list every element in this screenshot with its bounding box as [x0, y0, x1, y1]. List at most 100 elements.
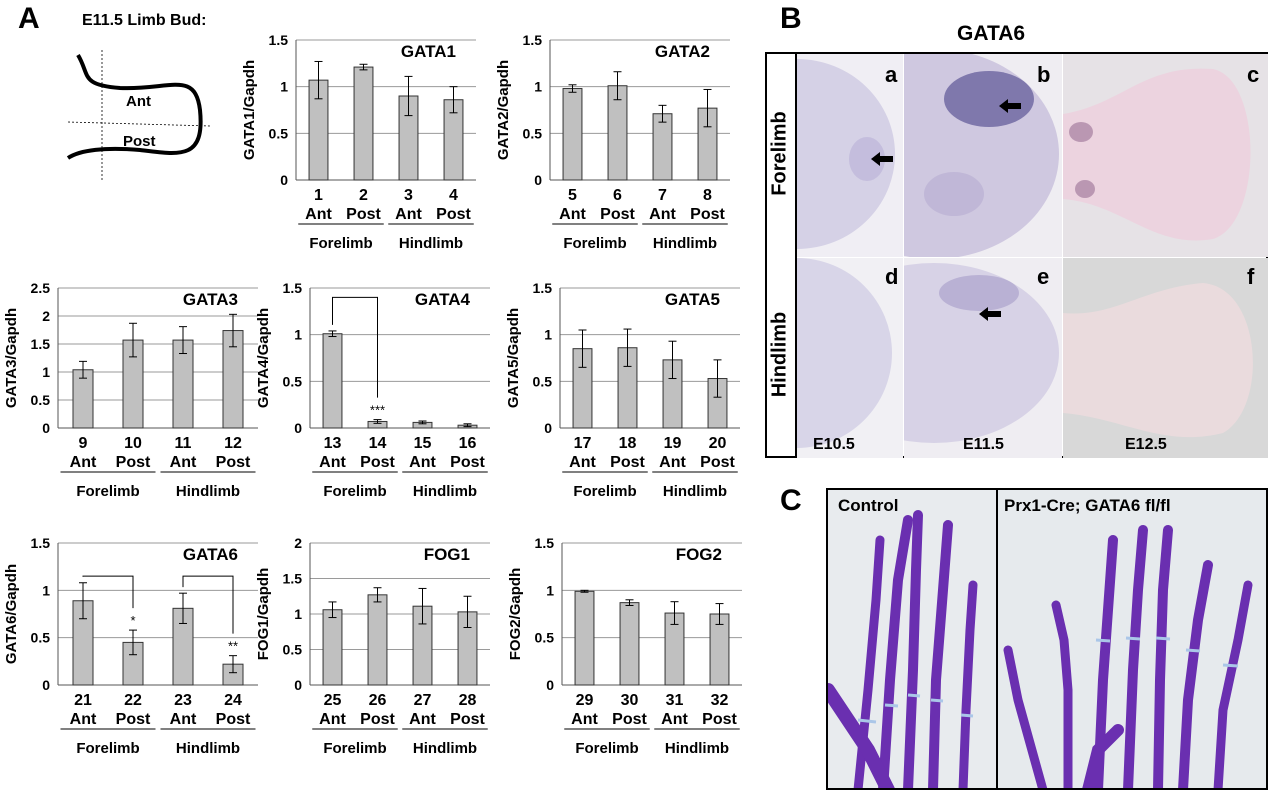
- row-label-column: [767, 54, 797, 456]
- chart-title: GATA2: [655, 42, 710, 61]
- chart-title: GATA1: [401, 42, 456, 61]
- image-letter-a: a: [885, 62, 898, 87]
- y-tick-label: 0.5: [31, 630, 51, 646]
- group-label: Ant: [170, 454, 197, 471]
- panel-b-letter: B: [780, 2, 802, 35]
- stage-label-e11-5: E11.5: [963, 436, 1004, 453]
- x-tick-label: 12: [224, 435, 242, 452]
- bar: [353, 66, 374, 181]
- chart-title: GATA6: [183, 545, 238, 564]
- group-label: Post: [216, 454, 251, 471]
- panel-c-letter: C: [780, 484, 802, 517]
- x-tick-label: 28: [459, 692, 477, 709]
- limb-label: Hindlimb: [399, 235, 463, 252]
- group-label: Post: [450, 454, 485, 471]
- arrow-a-icon: [871, 152, 893, 166]
- group-label: Ant: [70, 454, 97, 471]
- x-tick-label: 21: [74, 692, 92, 709]
- group-label: Ant: [649, 206, 676, 223]
- y-axis-label: FOG2/Gapdh: [507, 568, 524, 661]
- row-label-forelimb: Forelimb: [768, 111, 791, 196]
- group-label: Ant: [319, 454, 346, 471]
- y-tick-label: 1: [280, 79, 288, 95]
- y-tick-label: 0.5: [283, 373, 303, 389]
- y-tick-label: 1: [42, 364, 50, 380]
- bar: [367, 594, 388, 686]
- y-tick-label: 2.5: [31, 280, 51, 296]
- group-label: Ant: [409, 454, 436, 471]
- schematic-post-label: Post: [123, 133, 156, 150]
- y-tick-label: 0.5: [31, 392, 51, 408]
- chart-title: GATA3: [183, 290, 238, 309]
- significance-bracket: [182, 575, 234, 634]
- limb-label: Hindlimb: [665, 740, 729, 757]
- chart-title: FOG1: [424, 545, 470, 564]
- x-tick-label: 5: [568, 187, 577, 204]
- bar: [619, 602, 640, 686]
- bar: [322, 333, 343, 429]
- group-label: Ant: [569, 454, 596, 471]
- x-tick-label: 4: [449, 187, 458, 204]
- x-tick-label: 13: [324, 435, 342, 452]
- panel-b-title: GATA6: [957, 22, 1026, 45]
- stage-label-e12-5: E12.5: [1125, 436, 1167, 453]
- x-tick-label: 10: [124, 435, 142, 452]
- limb-label: Hindlimb: [413, 483, 477, 500]
- y-tick-label: 1.5: [283, 280, 303, 296]
- chart-title: GATA5: [665, 290, 720, 309]
- y-axis-label: GATA5/Gapdh: [505, 308, 522, 408]
- y-tick-label: 1: [546, 582, 554, 598]
- group-label: Post: [360, 711, 395, 728]
- y-axis-label: GATA1/Gapdh: [241, 60, 258, 160]
- x-tick-label: 18: [619, 435, 637, 452]
- limb-label: Forelimb: [323, 483, 386, 500]
- limb-bud-schematic: [66, 50, 211, 182]
- y-tick-label: 1.5: [283, 571, 303, 587]
- group-label: Ant: [70, 711, 97, 728]
- chart-gata2: 0 0.5 1 1.5 GATA2/Gapdh GATA2 5 Ant 6 Post 7 Ant 8 Po…: [495, 32, 730, 252]
- y-tick-label: 1.5: [269, 32, 289, 48]
- x-tick-label: 27: [414, 692, 432, 709]
- in-situ-panel: Forelimb Hindlimb a b c d e f E10.5 E11.…: [765, 52, 1268, 458]
- image-c: [1063, 54, 1268, 257]
- significance-label: **: [228, 639, 238, 654]
- x-tick-label: 7: [658, 187, 667, 204]
- limb-label: Hindlimb: [413, 740, 477, 757]
- y-tick-label: 0: [42, 420, 50, 436]
- group-label: Post: [610, 454, 645, 471]
- x-tick-label: 26: [369, 692, 387, 709]
- chart-fog2: 0 0.5 1 1.5 FOG2/Gapdh FOG2 29 Ant 30 Post 31 Ant 32…: [507, 535, 742, 757]
- group-label: Ant: [170, 711, 197, 728]
- group-label: Post: [360, 454, 395, 471]
- mutant-label: Prx1-Cre; GATA6 fl/fl: [1004, 496, 1171, 515]
- arrow-b-icon: [999, 99, 1021, 113]
- group-label: Post: [436, 206, 471, 223]
- x-tick-label: 17: [574, 435, 592, 452]
- x-tick-label: 1: [314, 187, 323, 204]
- y-tick-label: 0: [546, 677, 554, 693]
- x-tick-label: 16: [459, 435, 477, 452]
- y-axis-label: GATA3/Gapdh: [3, 308, 20, 408]
- group-label: Post: [116, 454, 151, 471]
- y-tick-label: 0.5: [533, 373, 553, 389]
- x-tick-label: 20: [709, 435, 727, 452]
- schematic-ant-label: Ant: [126, 93, 151, 110]
- chart-title: FOG2: [676, 545, 722, 564]
- bar: [562, 88, 583, 181]
- y-tick-label: 2: [294, 535, 302, 551]
- stage-label-e10-5: E10.5: [813, 436, 855, 453]
- arrow-e-icon: [979, 307, 1001, 321]
- group-label: Ant: [305, 206, 332, 223]
- y-tick-label: 0.5: [269, 125, 289, 141]
- significance-label: ***: [370, 403, 385, 418]
- y-tick-label: 0.5: [523, 125, 543, 141]
- chart-gata5: 0 0.5 1 1.5 GATA5/Gapdh GATA5 17 Ant 18 Post 19 Ant…: [505, 280, 740, 500]
- x-tick-label: 32: [711, 692, 729, 709]
- group-label: Ant: [559, 206, 586, 223]
- y-tick-label: 0: [294, 677, 302, 693]
- y-tick-label: 0: [534, 172, 542, 188]
- limb-label: Forelimb: [76, 483, 139, 500]
- y-tick-label: 1: [42, 582, 50, 598]
- group-label: Post: [600, 206, 635, 223]
- chart-gata6: 0 0.5 1 1.5 GATA6/Gapdh GATA6 21 Ant 22 Post 23 Ant…: [3, 535, 258, 757]
